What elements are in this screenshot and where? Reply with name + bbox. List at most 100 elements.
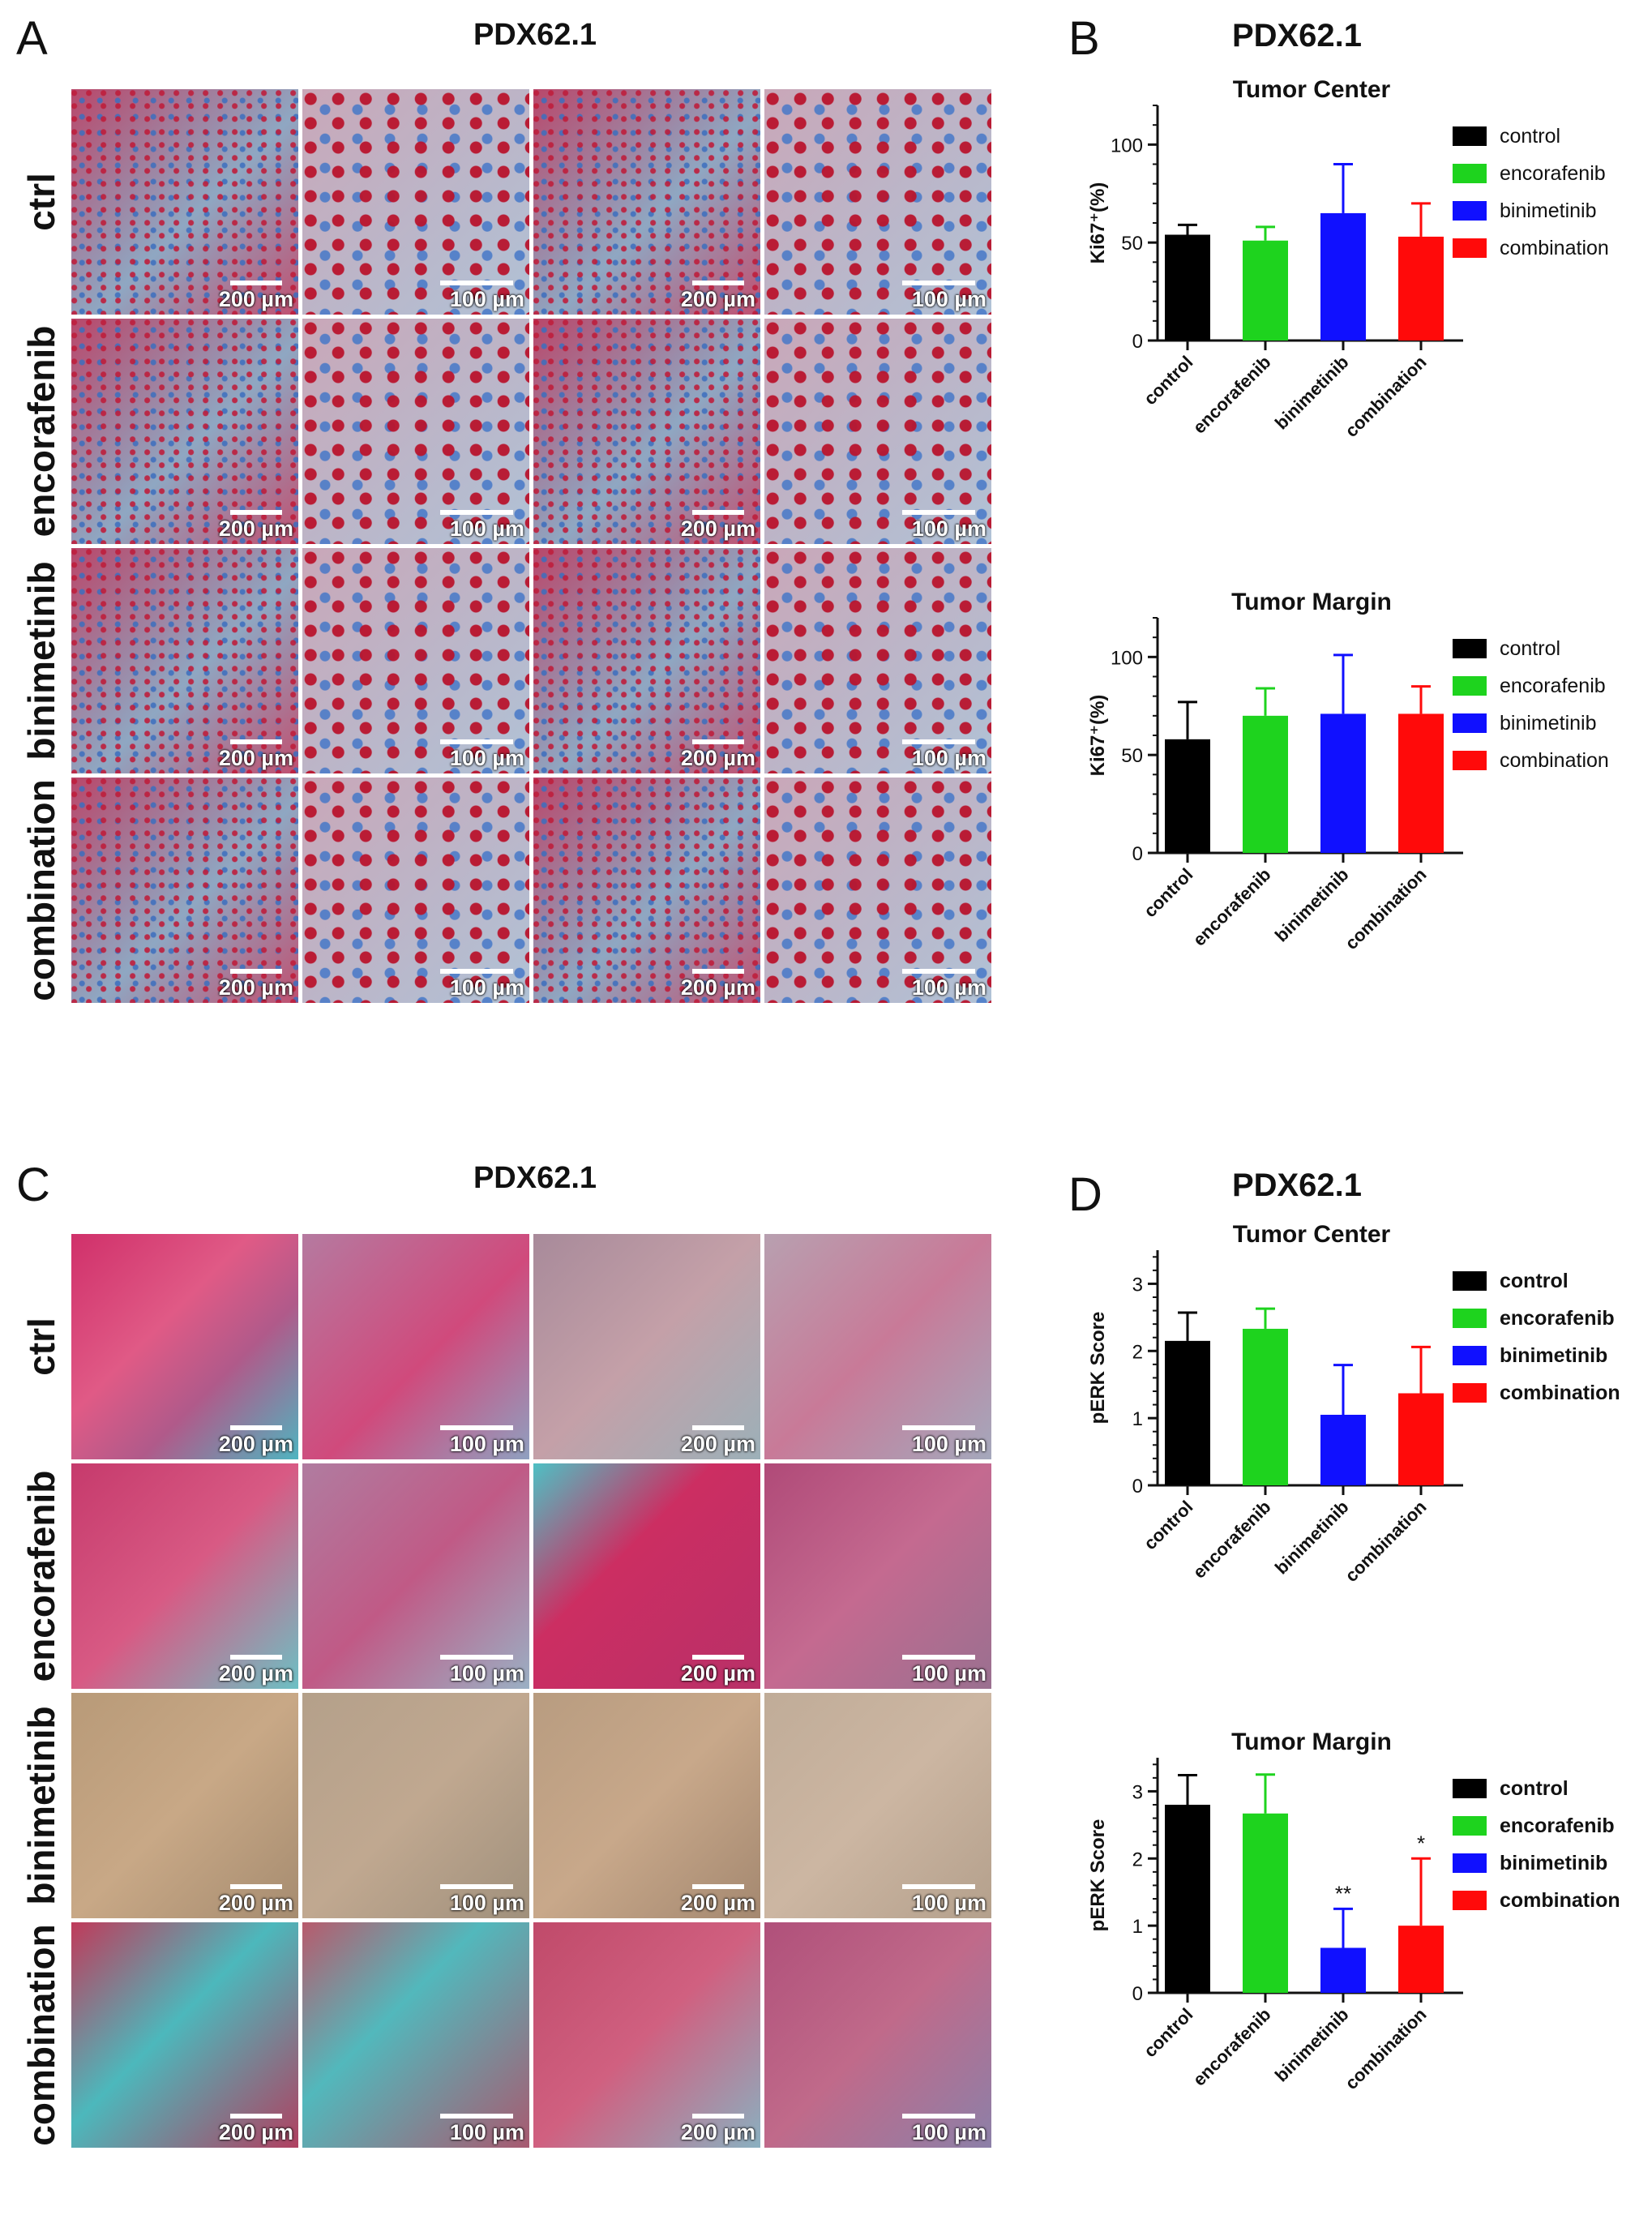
legend-swatch-combination	[1453, 238, 1487, 258]
legend-label-control: control	[1500, 637, 1560, 660]
legend-label-control: control	[1500, 125, 1560, 148]
row-label-binimetinib: binimetinib	[20, 561, 62, 760]
panel-b-chart-tumor-margin: Tumor Margin050100Ki67⁺(%)controlencoraf…	[1087, 589, 1609, 953]
chart-title: Tumor Center	[1233, 76, 1391, 103]
scale-bar	[902, 281, 975, 285]
bar-binimetinib	[1320, 1947, 1366, 1993]
chart-title: Tumor Center	[1233, 1221, 1391, 1248]
scale-bar-label: 200 µm	[218, 1891, 293, 1915]
legend-swatch-encorafenib	[1453, 1816, 1487, 1836]
micrograph-tile: 200 µm	[71, 89, 298, 315]
legend-label-combination: combination	[1500, 749, 1609, 772]
scale-bar-label: 200 µm	[218, 2120, 293, 2144]
micrograph-tile: 100 µm	[302, 1234, 529, 1459]
panel-a-letter: A	[16, 12, 48, 65]
row-label-encorafenib: encorafenib	[20, 325, 62, 538]
scale-bar	[902, 2114, 975, 2119]
chart-title: Tumor Margin	[1231, 589, 1392, 615]
panel-a-image-grid: 200 µm 100 µm 200 µm 100 µm 200 µm 100 µm 200 …	[71, 89, 995, 1013]
x-tick-label-control: control	[1140, 352, 1196, 409]
micrograph-tile: 200 µm	[71, 778, 298, 1003]
scale-bar-label: 200 µm	[680, 287, 755, 311]
bar-combination	[1398, 1926, 1444, 1993]
micrograph-tile: 200 µm	[71, 1234, 298, 1459]
bar-control	[1165, 234, 1210, 341]
scale-bar	[230, 281, 282, 285]
bar-control	[1165, 1805, 1210, 1993]
y-tick-label: 3	[1132, 1274, 1143, 1296]
micrograph-tile: 100 µm	[764, 1693, 991, 1918]
scale-bar	[692, 510, 744, 515]
scale-bar	[692, 1425, 744, 1430]
legend-label-binimetinib: binimetinib	[1500, 1852, 1607, 1874]
micrograph-tile: 200 µm	[533, 319, 760, 544]
scale-bar	[440, 1884, 513, 1889]
legend-swatch-binimetinib	[1453, 1346, 1487, 1365]
legend-swatch-combination	[1453, 1891, 1487, 1910]
x-tick-label-control: control	[1140, 2004, 1196, 2061]
scale-bar-label: 200 µm	[218, 287, 293, 311]
x-tick-label-binimetinib: binimetinib	[1271, 864, 1353, 946]
scale-bar	[230, 1425, 282, 1430]
micrograph-tile: 200 µm	[71, 319, 298, 544]
legend-swatch-combination	[1453, 751, 1487, 770]
scale-bar	[230, 969, 282, 974]
y-tick-label: 1	[1132, 1408, 1143, 1430]
scale-bar-label: 100 µm	[449, 975, 524, 1000]
panel-c-letter: C	[16, 1159, 50, 1211]
legend-swatch-binimetinib	[1453, 201, 1487, 221]
micrograph-tile: 200 µm	[71, 1693, 298, 1918]
scale-bar-label: 100 µm	[449, 1891, 524, 1915]
micrograph-tile: 200 µm	[533, 1463, 760, 1689]
scale-bar	[692, 1884, 744, 1889]
legend-swatch-control	[1453, 639, 1487, 658]
bar-encorafenib	[1243, 1328, 1288, 1485]
legend-swatch-binimetinib	[1453, 713, 1487, 733]
legend-swatch-binimetinib	[1453, 1853, 1487, 1873]
panel-c-title: PDX62.1	[473, 1161, 597, 1195]
micrograph-tile: 200 µm	[71, 548, 298, 773]
legend-label-encorafenib: encorafenib	[1500, 162, 1606, 185]
micrograph-tile: 200 µm	[533, 548, 760, 773]
y-tick-label: 3	[1132, 1781, 1143, 1803]
scale-bar-label: 100 µm	[911, 975, 986, 1000]
scale-bar	[440, 281, 513, 285]
y-tick-label: 2	[1132, 1341, 1143, 1363]
scale-bar-label: 100 µm	[911, 1891, 986, 1915]
scale-bar	[230, 2114, 282, 2119]
scale-bar-label: 100 µm	[911, 2120, 986, 2144]
scale-bar-label: 100 µm	[449, 1661, 524, 1686]
scale-bar	[440, 510, 513, 515]
micrograph-tile: 100 µm	[302, 1922, 529, 2148]
scale-bar-label: 100 µm	[911, 1661, 986, 1686]
row-label-combination: combination	[20, 779, 62, 1001]
micrograph-tile: 100 µm	[302, 1463, 529, 1689]
scale-bar-label: 200 µm	[680, 1661, 755, 1686]
micrograph-tile: 100 µm	[302, 548, 529, 773]
scale-bar	[902, 969, 975, 974]
scale-bar-label: 200 µm	[680, 516, 755, 541]
bar-binimetinib	[1320, 212, 1366, 341]
micrograph-tile: 200 µm	[533, 1693, 760, 1918]
row-label-ctrl: ctrl	[20, 1317, 62, 1376]
row-label-combination: combination	[20, 1924, 62, 2146]
scale-bar-label: 100 µm	[449, 2120, 524, 2144]
y-tick-label: 0	[1132, 843, 1143, 865]
bar-control	[1165, 1340, 1210, 1485]
y-axis-label: Ki67⁺(%)	[1087, 182, 1109, 264]
micrograph-tile: 200 µm	[533, 778, 760, 1003]
x-tick-label-combination: combination	[1341, 352, 1430, 441]
scale-bar	[902, 510, 975, 515]
scale-bar	[902, 1884, 975, 1889]
micrograph-tile: 200 µm	[71, 1463, 298, 1689]
micrograph-tile: 200 µm	[533, 1922, 760, 2148]
row-label-binimetinib: binimetinib	[20, 1706, 62, 1905]
bar-combination	[1398, 713, 1444, 853]
scale-bar	[230, 739, 282, 744]
scale-bar	[440, 1425, 513, 1430]
scale-bar-label: 100 µm	[911, 746, 986, 770]
scale-bar	[692, 2114, 744, 2119]
scale-bar-label: 200 µm	[218, 516, 293, 541]
scale-bar	[902, 1425, 975, 1430]
bar-combination	[1398, 236, 1444, 341]
